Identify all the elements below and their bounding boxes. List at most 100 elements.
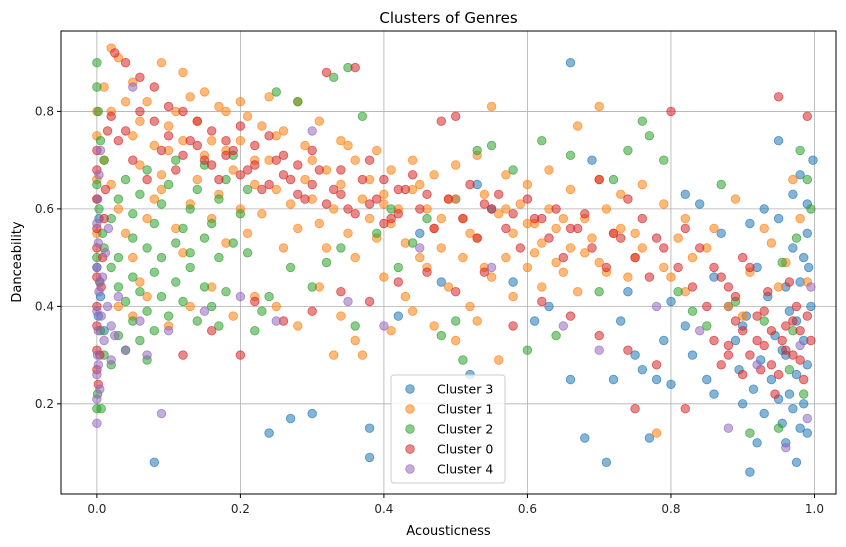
data-point <box>379 174 389 185</box>
data-point <box>508 277 518 287</box>
data-point <box>594 287 604 297</box>
data-point <box>278 150 289 161</box>
data-point <box>329 72 339 83</box>
data-point <box>644 433 655 443</box>
data-point <box>651 233 662 243</box>
data-point <box>644 272 655 282</box>
data-point <box>565 150 576 161</box>
data-point <box>601 262 612 273</box>
y-tick-label: 0.4 <box>35 299 54 313</box>
data-point <box>206 301 217 312</box>
data-point <box>96 404 106 414</box>
data-point <box>278 243 289 253</box>
data-point <box>364 296 375 307</box>
data-point <box>350 321 360 331</box>
data-point <box>96 311 106 321</box>
data-point <box>695 326 705 336</box>
data-point <box>307 282 317 292</box>
data-point <box>745 218 755 229</box>
plot-frame <box>60 30 837 495</box>
data-point <box>100 184 111 195</box>
data-point <box>537 238 547 248</box>
data-point <box>777 257 787 268</box>
data-point <box>508 321 518 331</box>
data-point <box>666 106 676 117</box>
data-point <box>214 174 224 185</box>
data-point <box>235 121 246 131</box>
data-point <box>242 111 253 122</box>
data-point <box>102 301 113 312</box>
data-point <box>770 389 780 399</box>
data-point <box>730 316 741 326</box>
data-point <box>766 326 777 336</box>
data-point <box>156 252 167 263</box>
data-point <box>314 165 325 175</box>
data-point <box>94 170 104 180</box>
data-point <box>336 243 346 253</box>
data-point <box>271 87 282 97</box>
data-point <box>458 252 468 263</box>
data-point <box>142 291 152 302</box>
data-point <box>752 360 762 370</box>
data-point <box>113 252 124 263</box>
x-axis-title: Acousticness <box>406 524 491 539</box>
data-point <box>436 116 447 126</box>
data-point <box>228 238 238 248</box>
data-point <box>235 96 246 107</box>
data-point <box>465 179 475 190</box>
data-point <box>257 184 267 195</box>
data-point <box>250 296 260 307</box>
data-point <box>106 262 116 273</box>
data-point <box>573 121 583 131</box>
data-point <box>214 101 224 112</box>
data-point <box>142 213 152 224</box>
data-point <box>149 218 160 229</box>
data-point <box>716 360 726 370</box>
data-point <box>120 345 131 355</box>
data-point <box>472 316 482 326</box>
data-point <box>529 213 540 224</box>
data-point <box>110 48 120 58</box>
data-point <box>623 272 633 282</box>
data-point <box>92 179 102 190</box>
data-point <box>666 272 676 282</box>
data-point <box>784 277 795 287</box>
data-point <box>666 379 676 390</box>
x-tick-label: 1.0 <box>805 502 824 516</box>
data-point <box>659 243 669 253</box>
data-point <box>156 291 167 302</box>
data-point <box>680 404 691 414</box>
legend-marker <box>405 384 415 394</box>
data-point <box>93 238 104 248</box>
data-point <box>637 213 648 224</box>
data-point <box>92 194 103 204</box>
data-point <box>199 155 210 165</box>
data-point <box>120 228 131 239</box>
data-point <box>214 252 224 263</box>
data-point <box>329 350 339 360</box>
data-point <box>94 204 104 214</box>
data-point <box>608 174 619 185</box>
data-point <box>673 262 683 273</box>
data-point <box>479 189 490 200</box>
data-point <box>551 330 561 341</box>
data-point <box>293 223 303 234</box>
data-point <box>336 179 346 190</box>
data-point <box>149 194 160 204</box>
data-point <box>336 287 346 297</box>
data-point <box>623 194 633 204</box>
data-point <box>806 335 816 346</box>
data-point <box>680 223 691 234</box>
data-point <box>752 438 762 448</box>
data-point <box>357 350 368 360</box>
data-point <box>709 262 719 273</box>
data-point <box>93 326 104 336</box>
data-point <box>250 160 260 170</box>
data-point <box>522 345 533 355</box>
data-point <box>788 350 798 360</box>
data-point <box>336 135 346 146</box>
data-point <box>788 174 798 185</box>
data-point <box>759 223 769 234</box>
data-point <box>350 335 360 346</box>
